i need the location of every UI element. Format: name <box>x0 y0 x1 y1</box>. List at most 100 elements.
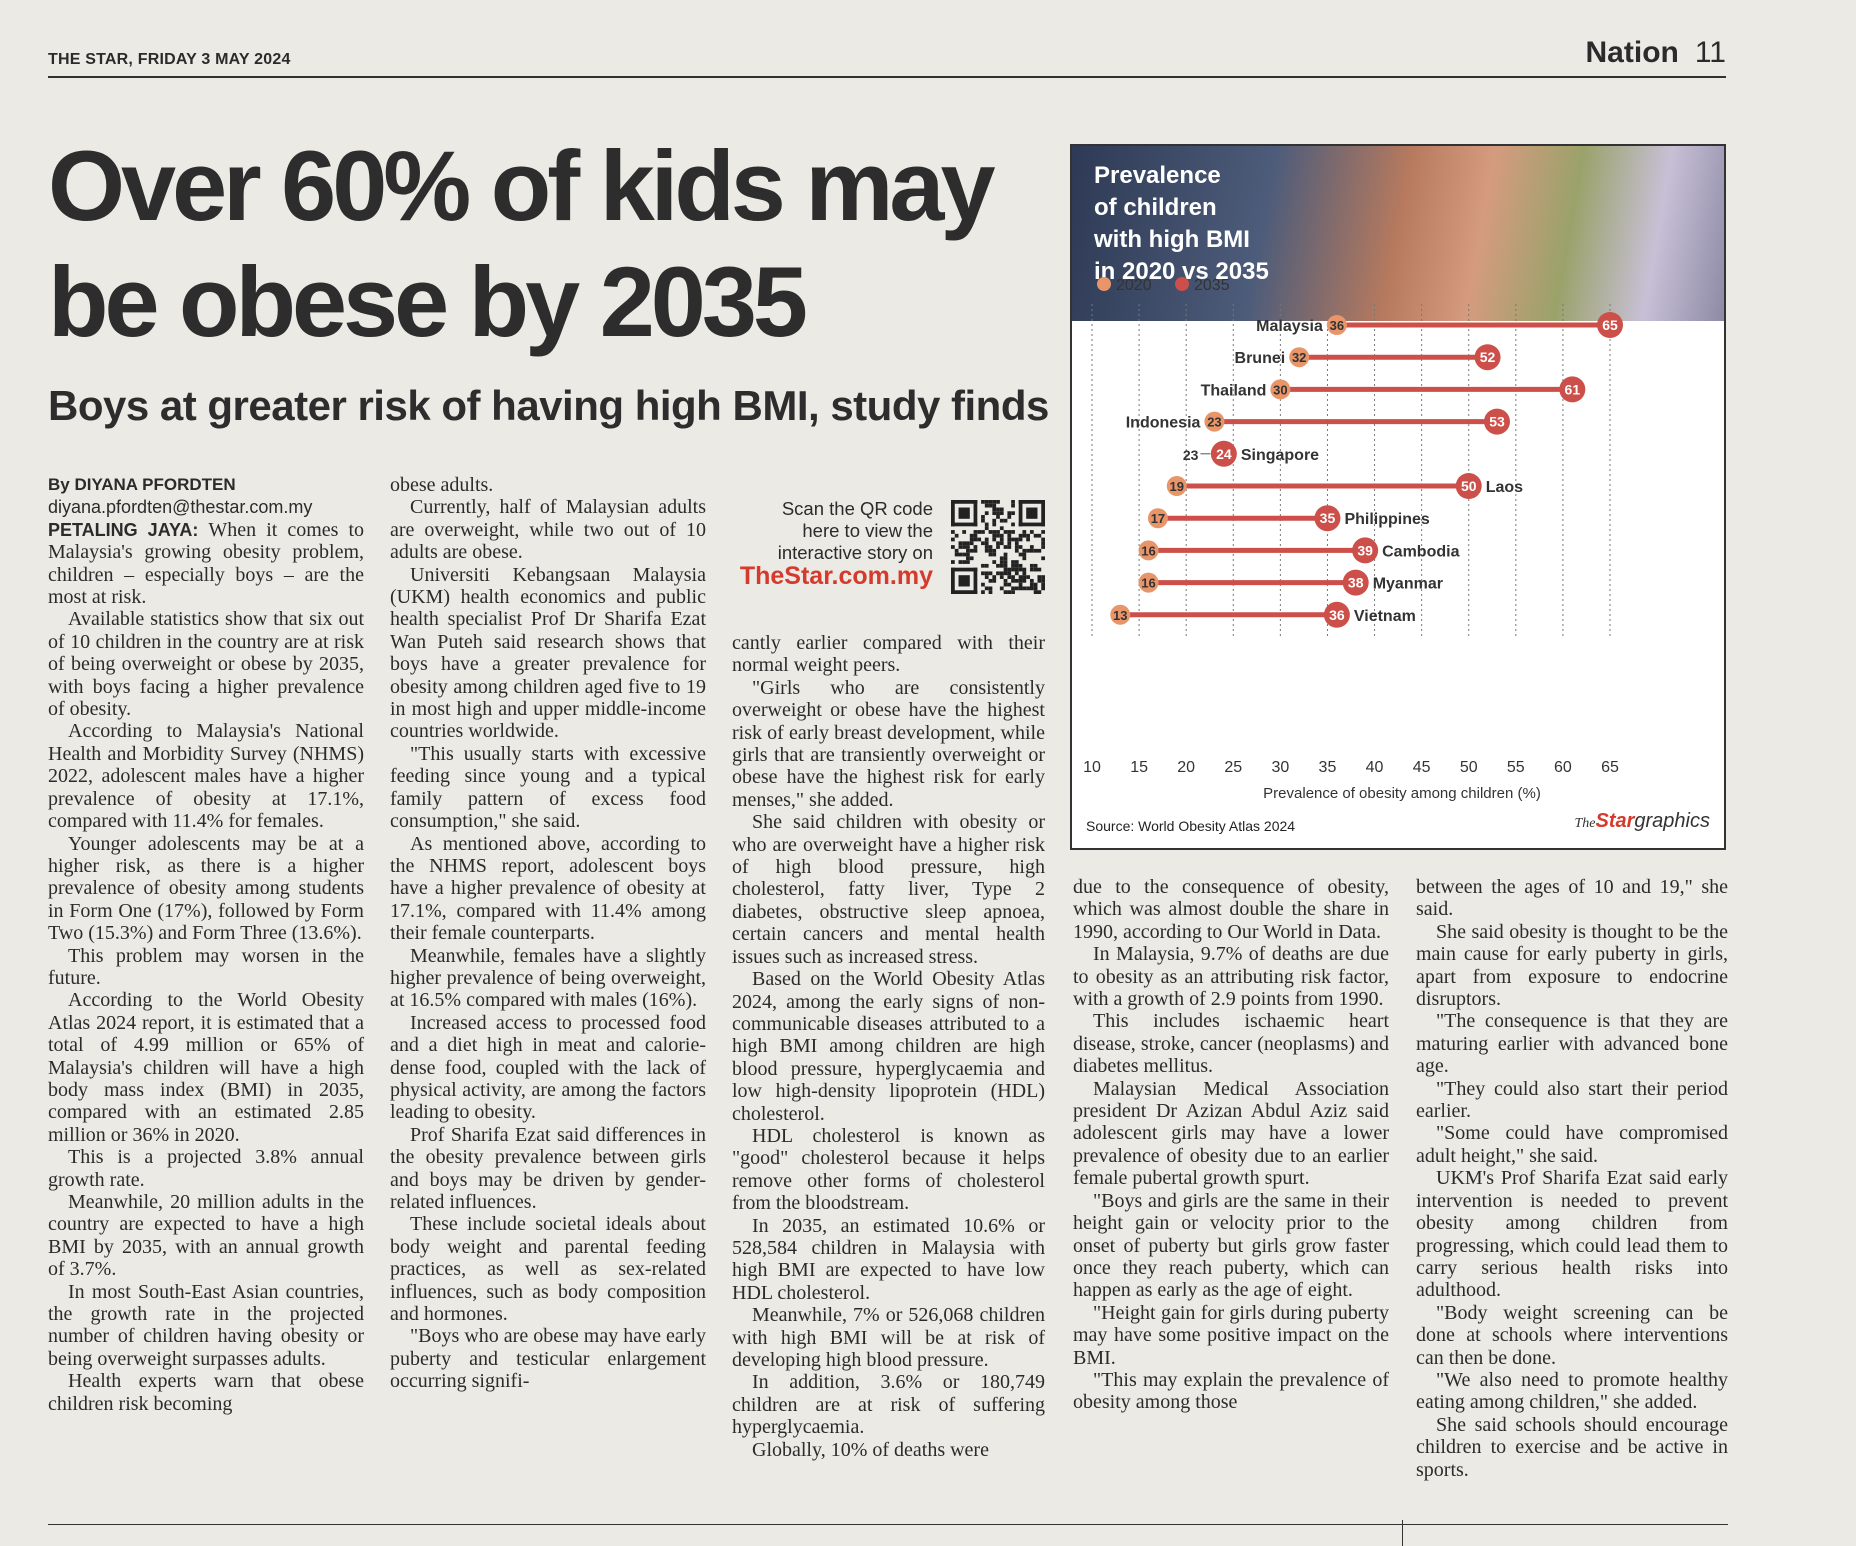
paragraph: Meanwhile, 7% or 526,068 children with h… <box>732 1304 1045 1371</box>
paragraph: obese adults. <box>390 474 494 496</box>
dot-2020 <box>1166 476 1187 496</box>
paragraph: "Boys who are obese may have early puber… <box>390 1325 706 1393</box>
value-label-2020: 19 <box>1170 479 1184 494</box>
dot-2035 <box>1342 569 1369 596</box>
paragraph: "Girls who are consistently overweight o… <box>732 676 1045 811</box>
article-column-3: cantly earlier compared with their norma… <box>732 632 1045 1461</box>
value-label-2035: 35 <box>1320 510 1336 526</box>
paragraph: Health experts warn that obese children … <box>48 1370 364 1415</box>
dot-2020 <box>1289 347 1310 368</box>
col3-body: cantly earlier compared with their norma… <box>732 632 1045 1461</box>
value-label-2020: 23 <box>1207 415 1221 430</box>
value-label-2020: 13 <box>1113 608 1127 623</box>
dot-2020 <box>1138 572 1159 593</box>
masthead-section: Nation 11 <box>1585 36 1726 69</box>
value-label-2035: 52 <box>1480 349 1496 365</box>
x-tick-label: 60 <box>1554 759 1572 776</box>
page-number: 11 <box>1694 36 1726 69</box>
dot-2020 <box>1147 508 1168 529</box>
country-label: Vietnam <box>1354 608 1416 625</box>
paragraph: Prof Sharifa Ezat said differences in th… <box>390 1123 706 1213</box>
article-column-4: due to the consequence of obesity, which… <box>1073 876 1389 1414</box>
paragraph: cantly earlier compared with their norma… <box>732 632 1045 677</box>
dot-2035 <box>1559 376 1586 403</box>
dot-2035 <box>1597 312 1623 338</box>
author-email[interactable]: diyana.pfordten@thestar.com.my <box>48 497 313 518</box>
x-tick-label: 55 <box>1507 759 1525 776</box>
value-label-2035: 24 <box>1216 446 1232 462</box>
paragraph: UKM's Prof Sharifa Ezat said early inter… <box>1416 1167 1728 1302</box>
paragraph: Available statistics show that six out o… <box>48 608 364 721</box>
paragraph: As mentioned above, according to the NHM… <box>390 832 706 945</box>
paragraph: Currently, half of Malaysian adults are … <box>390 496 706 564</box>
dot-2035 <box>1483 408 1510 435</box>
qr-callout[interactable]: Scan the QR code here to view the intera… <box>720 498 1045 598</box>
star-graphics-logo: TheStargraphics <box>1574 810 1710 832</box>
paragraph: In most South-East Asian countries, the … <box>48 1280 364 1370</box>
paragraph: "They could also start their period earl… <box>1416 1077 1728 1123</box>
dot-2020 <box>1138 540 1159 561</box>
paragraph: Based on the World Obesity Atlas 2024, a… <box>732 968 1045 1125</box>
byline: By DIYANA PFORDTEN <box>48 475 236 494</box>
paragraph: "The consequence is that they are maturi… <box>1416 1010 1728 1078</box>
paragraph: In Malaysia, 9.7% of deaths are due to o… <box>1073 943 1389 1011</box>
paragraph: HDL cholesterol is known as "good" chole… <box>732 1124 1045 1215</box>
paragraph: "This may explain the prevalence of obes… <box>1073 1368 1389 1414</box>
chart-title: Prevalence of children with high BMI in … <box>1094 162 1269 285</box>
legend-dot-2020 <box>1097 277 1111 291</box>
country-label: Myanmar <box>1373 576 1443 593</box>
country-label: Philippines <box>1344 511 1429 528</box>
x-tick-label: 10 <box>1083 759 1101 776</box>
dot-2035 <box>1210 440 1237 467</box>
paragraph: due to the consequence of obesity, which… <box>1073 876 1389 943</box>
paragraph: Meanwhile, 20 million adults in the coun… <box>48 1191 364 1281</box>
chart-source: Source: World Obesity Atlas 2024 <box>1086 818 1296 834</box>
qr-instructions: Scan the QR code here to view the intera… <box>777 498 933 563</box>
dateline: PETALING JAYA: <box>48 519 209 540</box>
x-tick-label: 20 <box>1177 759 1195 776</box>
x-tick-label: 40 <box>1366 759 1384 776</box>
x-tick-label: 35 <box>1319 759 1337 776</box>
x-tick-label: 65 <box>1601 759 1619 776</box>
dot-2020 <box>1110 604 1131 625</box>
legend-dot-2035 <box>1175 277 1189 291</box>
x-tick-label: 25 <box>1224 759 1242 776</box>
value-label-2020: 30 <box>1273 382 1287 397</box>
dot-2035 <box>1474 344 1501 371</box>
paragraph: This includes ischaemic heart disease, s… <box>1073 1010 1389 1078</box>
dot-2020 <box>1270 379 1291 400</box>
article-column-1: By DIYANA PFORDTEN diyana.pfordten@thest… <box>48 474 364 1415</box>
paragraph: This is a projected 3.8% annual growth r… <box>48 1146 364 1191</box>
qr-code-icon[interactable] <box>951 500 1045 594</box>
country-label: Laos <box>1486 479 1523 496</box>
value-label-2035: 53 <box>1489 414 1505 430</box>
paragraph: PETALING JAYA: When it comes to Malaysia… <box>48 519 364 609</box>
value-label-2035: 36 <box>1329 607 1345 623</box>
dot-2035 <box>1455 473 1482 499</box>
paragraph: Universiti Kebangsaan Malaysia (UKM) hea… <box>390 563 706 743</box>
x-tick-label: 30 <box>1271 759 1289 776</box>
paragraph-text: When it comes to Malaysia's growing obes… <box>48 518 364 609</box>
dot-2020 <box>1204 411 1225 432</box>
paragraph: "Body weight screening can be done at sc… <box>1416 1301 1728 1369</box>
value-label-2035: 38 <box>1348 575 1364 591</box>
article-column-5: between the ages of 10 and 19," she said… <box>1416 876 1728 1481</box>
paragraph: In 2035, an estimated 10.6% or 528,584 c… <box>732 1214 1045 1304</box>
value-label-2020: 36 <box>1330 318 1344 333</box>
paragraph: Younger adolescents may be at a higher r… <box>48 832 364 945</box>
obesity-chart: Prevalence of children with high BMI in … <box>1070 144 1726 850</box>
paragraph: Meanwhile, females have a slightly highe… <box>390 944 706 1012</box>
value-label-2020: 23 <box>1183 447 1199 463</box>
paragraph: between the ages of 10 and 19," she said… <box>1416 876 1728 921</box>
chart-plot: 2020 2035 10 15 20 25 30 35 40 45 50 55 60 65 Prevalen… <box>1083 277 1623 802</box>
legend-label-2035: 2035 <box>1194 277 1230 294</box>
country-label: Thailand <box>1201 382 1267 399</box>
value-label-2020: 17 <box>1151 511 1165 526</box>
bottom-column-divider <box>1402 1520 1403 1546</box>
article-column-2: obese adults. Currently, half of Malaysia… <box>390 474 706 1393</box>
paragraph: "Some could have compromised adult heigh… <box>1416 1122 1728 1167</box>
country-label: Cambodia <box>1382 543 1459 560</box>
qr-site-link[interactable]: TheStar.com.my <box>739 562 933 590</box>
x-tick-label: 15 <box>1130 759 1148 776</box>
dot-2035 <box>1323 601 1350 628</box>
